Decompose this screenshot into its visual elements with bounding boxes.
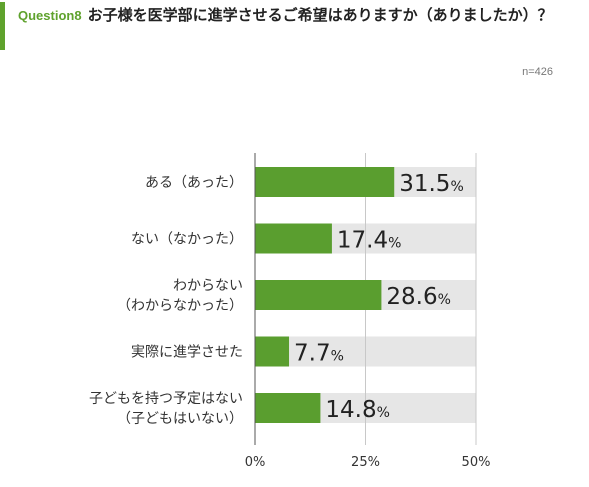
category-label: ない（なかった）	[131, 232, 243, 248]
category-label: ある（あった）	[145, 175, 243, 191]
bar	[255, 167, 395, 197]
bar	[255, 336, 290, 367]
bar	[255, 280, 382, 310]
bar	[255, 223, 332, 254]
x-tick-label: 25%	[351, 455, 380, 470]
x-tick-label: 50%	[462, 455, 491, 470]
data-label: 17.4%	[337, 228, 402, 254]
question-text: お子様を医学部に進学させるご希望はありますか（ありましたか）？	[87, 6, 553, 24]
question-header: Question8 お子様を医学部に進学させるご希望はありますか（ありましたか）？	[18, 3, 583, 28]
question-accent-bar	[0, 2, 5, 50]
x-tick-label: 0%	[245, 455, 266, 470]
data-label: 14.8%	[325, 397, 390, 423]
bar	[255, 393, 321, 423]
category-label: 子どもを持つ予定はない	[89, 391, 243, 407]
data-label: 28.6%	[386, 284, 451, 310]
category-label: 実際に進学させた	[131, 345, 243, 361]
question-number: Question8	[18, 8, 82, 23]
category-label: （子どもはいない）	[117, 411, 243, 427]
category-label: わからない	[173, 278, 243, 294]
category-label: （わからなかった）	[117, 298, 243, 314]
data-label: 7.7%	[294, 341, 344, 367]
data-label: 31.5%	[399, 171, 464, 197]
sample-size: n=426	[522, 66, 553, 78]
